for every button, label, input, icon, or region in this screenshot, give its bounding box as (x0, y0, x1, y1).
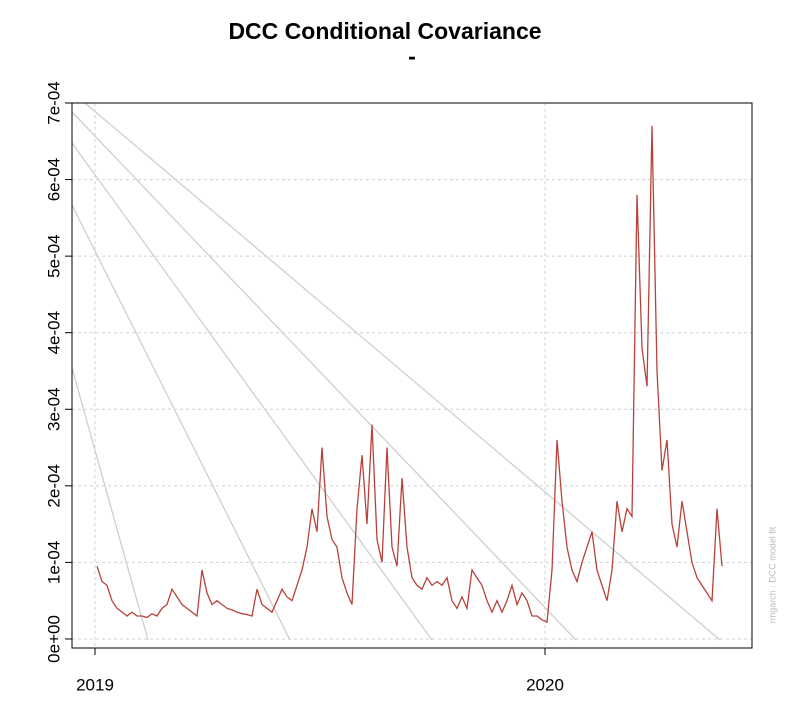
y-tick-label: 4e-04 (44, 311, 63, 354)
diagonal-line (71, 367, 149, 641)
series-line (96, 125, 723, 624)
y-tick-label: 7e-04 (44, 81, 63, 124)
y-tick-label: 2e-04 (44, 464, 63, 507)
diagonal-line (71, 142, 433, 641)
chart-title: DCC Conditional Covariance (228, 18, 541, 44)
y-tick-label: 0e+00 (44, 615, 63, 663)
diagonal-line (71, 111, 577, 641)
y-tick-label: 6e-04 (44, 158, 63, 201)
y-tick-label: 5e-04 (44, 234, 63, 277)
diagonal-lines (71, 102, 721, 641)
y-tick-label: 1e-04 (44, 541, 63, 584)
grid (72, 102, 752, 648)
plot-frame (71, 102, 753, 649)
diagonal-line (71, 204, 291, 641)
diagonal-line (84, 102, 721, 641)
chart-subtitle: - (408, 43, 416, 69)
x-tick-label: 2019 (76, 675, 114, 694)
y-tick-label: 3e-04 (44, 388, 63, 431)
annotation: rmgarch : DCC model fit (767, 526, 777, 623)
x-tick-label: 2020 (526, 675, 564, 694)
